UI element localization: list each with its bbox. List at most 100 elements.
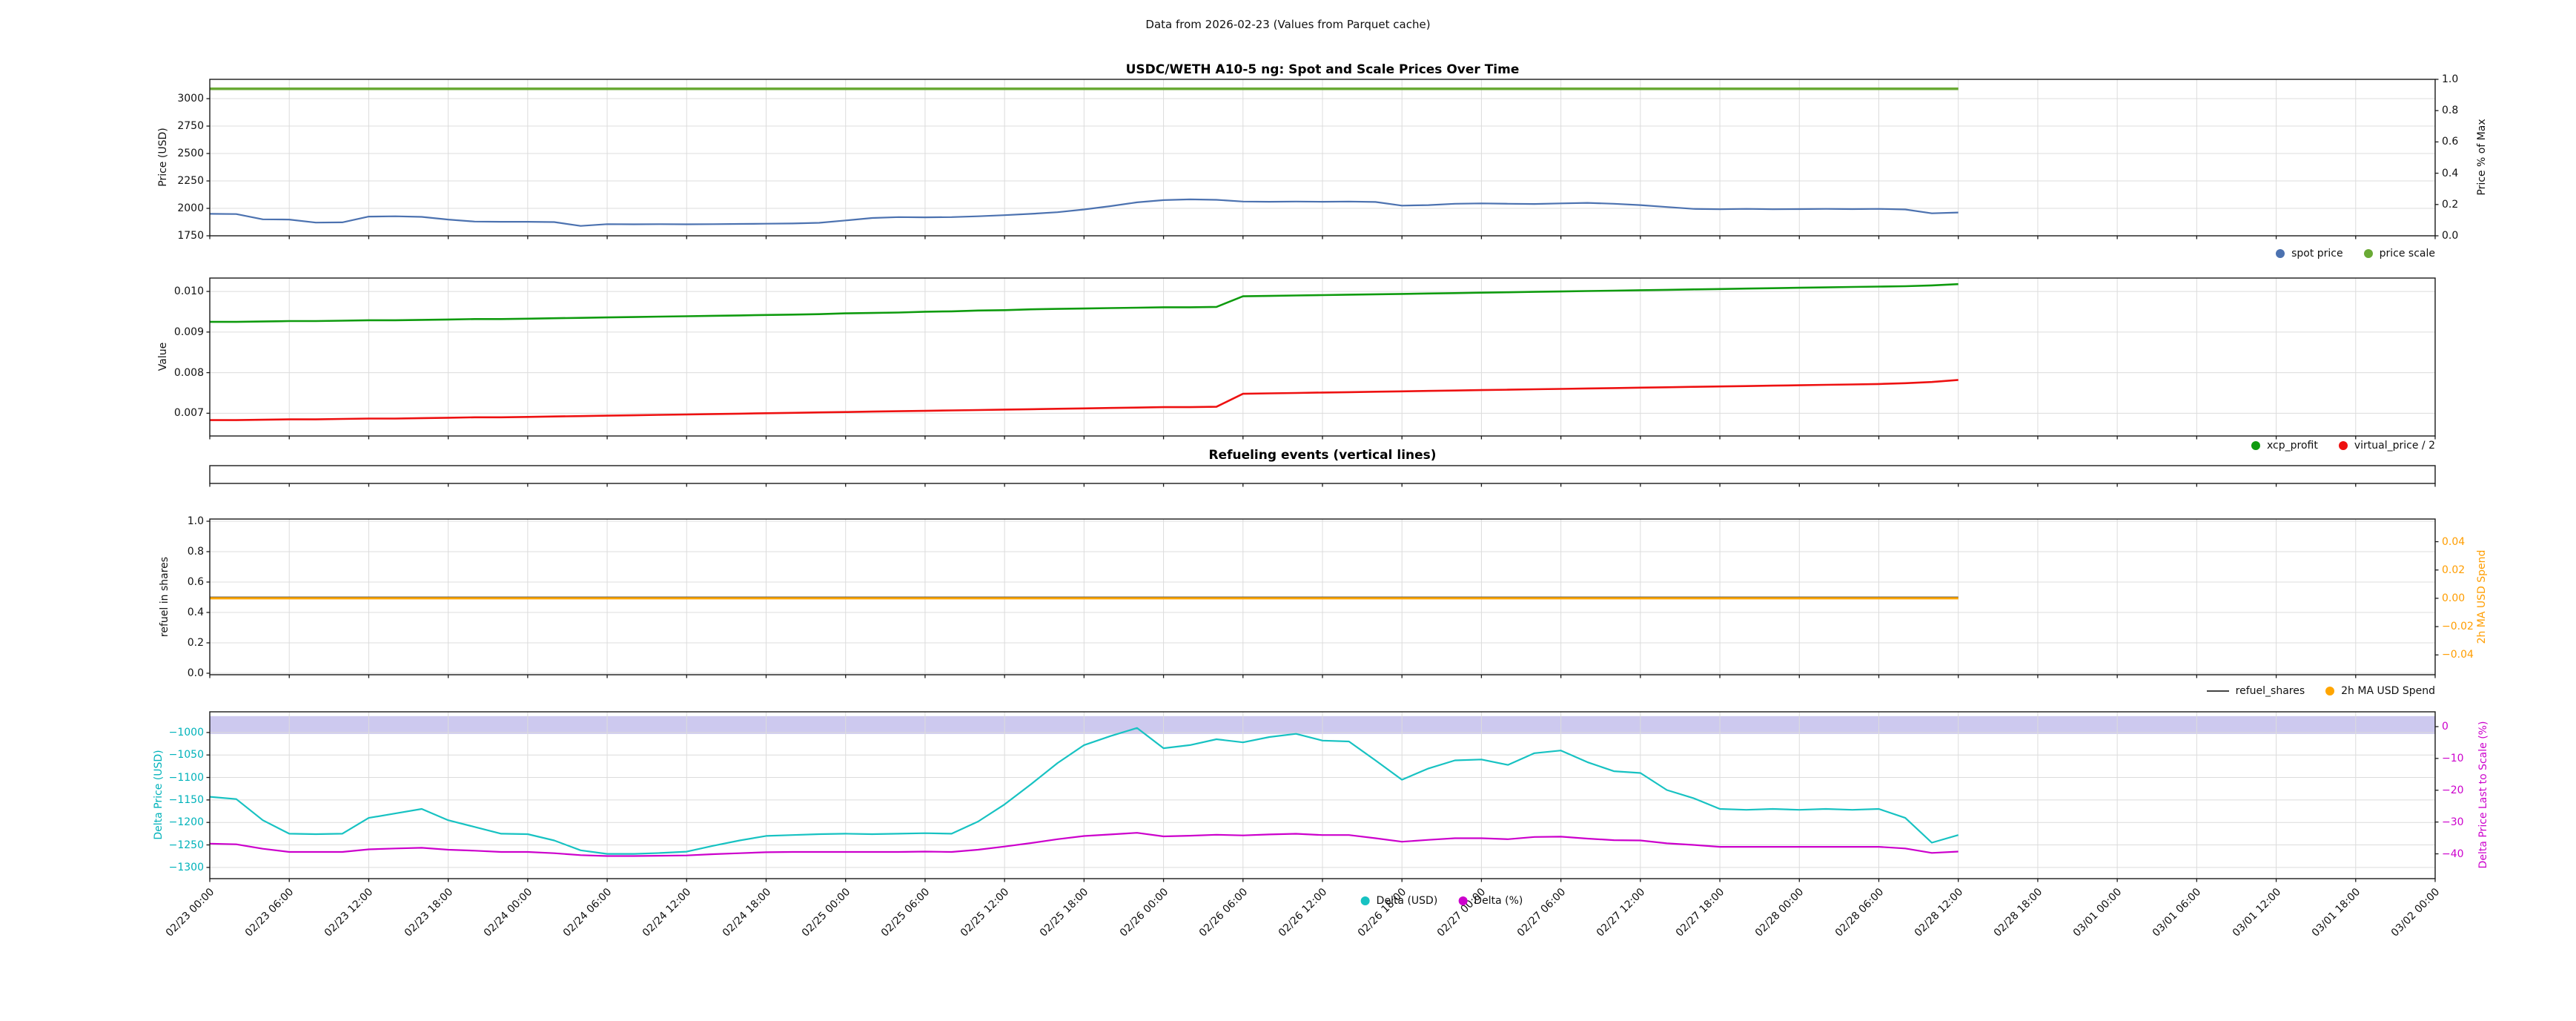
legend-label: virtual_price / 2 [2354, 440, 2435, 452]
legend-delta: Delta (USD) Delta (%) [1360, 895, 1523, 907]
x-tick-label: 02/26 00:00 [1117, 886, 1171, 939]
spot-price-marker-icon [2276, 249, 2285, 258]
x-tick-label: 02/23 00:00 [163, 886, 217, 939]
x-tick-label: 02/26 12:00 [1276, 886, 1330, 939]
spot-scale-title: USDC/WETH A10-5 ng: Spot and Scale Price… [1125, 62, 1520, 77]
y-tick-label: −1300 [168, 861, 204, 873]
delta-pct-marker-icon [1458, 896, 1468, 905]
x-tick-label: 03/01 00:00 [2070, 886, 2125, 939]
y-tick-label: 0.6 [187, 575, 204, 588]
legend-label: refuel_shares [2235, 685, 2305, 697]
value-plot [206, 277, 2436, 440]
legend-label: 2h MA USD Spend [2341, 685, 2435, 697]
y-tick-label: 3000 [177, 93, 204, 105]
y-tick-label: −0.04 [2442, 649, 2474, 661]
y-tick-label: −30 [2442, 816, 2464, 828]
delta-usd-marker-icon [1360, 896, 1370, 905]
legend-item-virtual-price: virtual_price / 2 [2338, 440, 2435, 452]
x-tick-label: 02/25 06:00 [878, 886, 933, 939]
y-tick-label: 0.007 [173, 407, 204, 420]
y-tick-label: −20 [2442, 784, 2464, 796]
axis-label-ma-usd-spend: 2h MA USD Spend [2476, 549, 2488, 644]
legend-item-price-scale: price scale [2363, 248, 2435, 260]
legend-label: spot price [2291, 248, 2343, 260]
x-tick-label: 02/25 00:00 [799, 886, 853, 939]
x-tick-label: 02/28 00:00 [1753, 886, 1807, 939]
legend-item-refuel-shares: refuel_shares [2206, 685, 2305, 697]
y-tick-label: −10 [2442, 752, 2464, 764]
y-tick-label: 0.2 [187, 636, 204, 649]
y-tick-label: −1000 [168, 726, 204, 739]
legend-label: Delta (USD) [1376, 895, 1438, 907]
y-tick-label: 0.02 [2442, 564, 2466, 576]
legend-item-ma-usd-spend: 2h MA USD Spend [2325, 685, 2435, 697]
y-tick-label: −0.02 [2442, 621, 2474, 633]
legend-item-xcp-profit: xcp_profit [2251, 440, 2318, 452]
y-tick-label: −1100 [168, 771, 204, 784]
refuel-events-title: Refueling events (vertical lines) [1208, 448, 1437, 463]
legend-label: price scale [2379, 248, 2435, 260]
refuel-events-plot [209, 465, 2436, 487]
y-tick-label: 2500 [177, 148, 204, 160]
legend-item-spot-price: spot price [2276, 248, 2343, 260]
y-tick-label: 0.8 [2442, 105, 2459, 117]
figure-suptitle: Data from 2026-02-23 (Values from Parque… [1145, 18, 1431, 31]
x-tick-label: 03/02 00:00 [2388, 886, 2443, 939]
ma-usd-spend-marker-icon [2325, 687, 2335, 695]
y-tick-label: 0.0 [2442, 230, 2459, 242]
x-tick-label: 02/27 12:00 [1594, 886, 1648, 939]
x-tick-label: 03/01 06:00 [2150, 886, 2204, 939]
x-tick-label: 03/01 18:00 [2309, 886, 2363, 939]
y-tick-label: 2250 [177, 175, 204, 188]
legend-spot-scale: spot price price scale [2276, 248, 2435, 260]
axis-label-delta-price-pct: Delta Price Last to Scale (%) [2477, 721, 2489, 869]
y-tick-label: 1750 [177, 230, 204, 242]
x-tick-label: 02/24 00:00 [481, 886, 535, 939]
x-tick-label: 02/28 12:00 [1912, 886, 1966, 939]
price-scale-marker-icon [2363, 249, 2373, 258]
y-tick-label: −40 [2442, 847, 2464, 860]
x-tick-label: 02/23 06:00 [242, 886, 297, 939]
legend-label: xcp_profit [2267, 440, 2318, 452]
y-tick-label: 0.2 [2442, 198, 2459, 211]
legend-item-delta-pct: Delta (%) [1458, 895, 1523, 907]
x-tick-label: 02/23 12:00 [322, 886, 376, 939]
y-tick-label: 0.6 [2442, 136, 2459, 148]
y-tick-label: −1250 [168, 839, 204, 851]
y-tick-label: 0.04 [2442, 535, 2466, 548]
legend-label: Delta (%) [1474, 895, 1523, 907]
y-tick-label: 2750 [177, 120, 204, 133]
y-tick-label: 0.4 [187, 606, 204, 618]
y-tick-label: 0 [2442, 720, 2448, 733]
y-tick-label: 1.0 [2442, 73, 2459, 85]
y-tick-label: 0.0 [187, 667, 204, 679]
y-tick-label: 0.00 [2442, 592, 2466, 604]
x-tick-label: 02/26 06:00 [1196, 886, 1251, 939]
legend-value: xcp_profit virtual_price / 2 [2251, 440, 2435, 452]
delta-plot [206, 711, 2439, 882]
axis-label-refuel-shares: refuel in shares [159, 556, 170, 638]
x-tick-label: 02/25 12:00 [958, 886, 1012, 939]
refuel-shares-line-icon [2206, 690, 2229, 692]
x-tick-label: 02/28 06:00 [1832, 886, 1886, 939]
x-tick-label: 02/27 18:00 [1673, 886, 1727, 939]
spot-scale-plot [206, 79, 2439, 239]
y-tick-label: 1.0 [187, 515, 204, 527]
y-tick-label: 0.4 [2442, 167, 2459, 179]
y-tick-label: 0.010 [173, 285, 204, 298]
y-tick-label: 0.009 [173, 326, 204, 338]
y-tick-label: −1150 [168, 793, 204, 806]
x-tick-label: 02/23 18:00 [402, 886, 455, 939]
x-tick-label: 02/24 06:00 [560, 886, 615, 939]
axis-label-value: Value [157, 342, 169, 371]
y-tick-label: 0.008 [173, 366, 204, 379]
y-tick-label: −1200 [168, 816, 204, 829]
x-tick-label: 02/24 18:00 [720, 886, 773, 939]
y-tick-label: −1050 [168, 749, 204, 761]
x-tick-label: 02/28 18:00 [1991, 886, 2045, 939]
xcp-profit-marker-icon [2251, 441, 2261, 450]
x-tick-label: 02/25 18:00 [1038, 886, 1091, 939]
refuel-shares-plot [206, 518, 2439, 678]
x-tick-label: 02/24 12:00 [640, 886, 694, 939]
axis-label-price-pct-max: Price % of Max [2476, 119, 2488, 196]
